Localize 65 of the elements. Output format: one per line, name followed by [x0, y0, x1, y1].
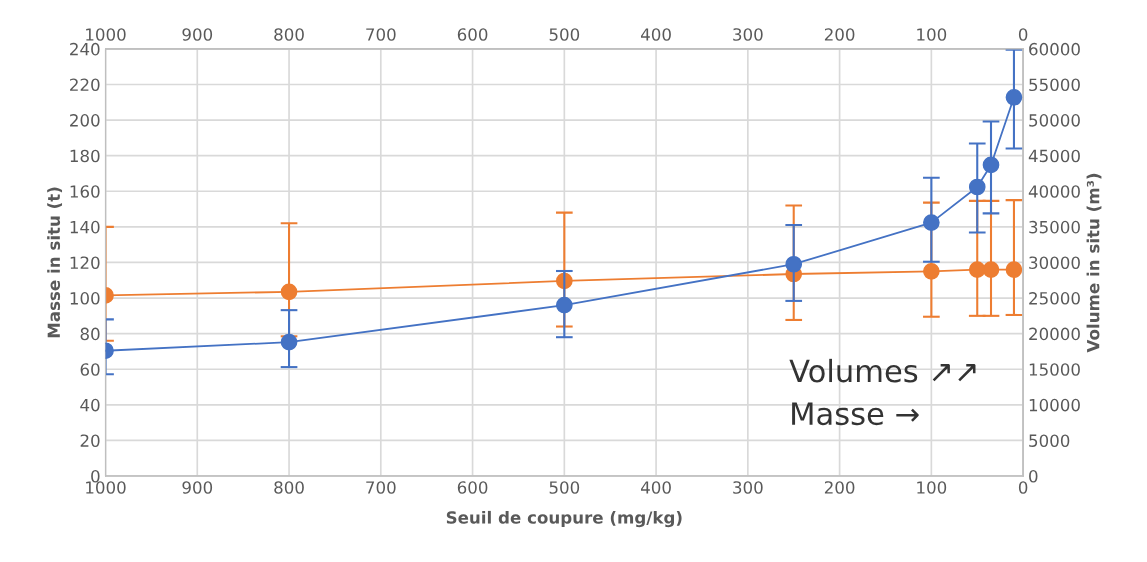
- y-tick-label: 40: [80, 398, 100, 412]
- y-tick-label: 240: [70, 42, 100, 56]
- y2-tick-label: 20000: [1029, 327, 1080, 341]
- x2-tick-label: 600: [457, 28, 488, 41]
- y-tick-label: 140: [70, 220, 100, 234]
- y2-tick-label: 40000: [1028, 185, 1080, 198]
- y-tick-label: 200: [70, 114, 100, 127]
- point: [280, 283, 298, 301]
- y2-tick-label: 60000: [1029, 42, 1080, 56]
- point: [968, 178, 986, 196]
- x2-tick-label: 1000: [86, 28, 126, 41]
- point: [982, 156, 1000, 174]
- y2-tick-label: 5000: [1029, 434, 1070, 447]
- y2-axis-title: Volume in situ (m³): [1086, 173, 1102, 353]
- point: [555, 296, 573, 314]
- annotation: Masse →: [792, 402, 919, 426]
- point: [923, 263, 940, 280]
- x2-tick-label: 900: [182, 28, 213, 41]
- y2-tick-label: 30000: [1029, 256, 1080, 270]
- y2-tick-label: 15000: [1029, 363, 1080, 376]
- y-tick-label: 0: [91, 469, 100, 483]
- x-tick-label: 400: [640, 481, 671, 494]
- point: [968, 261, 986, 278]
- y-tick-label: 220: [70, 78, 100, 92]
- x2-tick-label: 800: [274, 28, 304, 41]
- x2-tick-label: 300: [733, 28, 763, 41]
- point: [280, 333, 298, 351]
- x2-tick-label: 700: [366, 28, 396, 41]
- annotation: Volumes ↗↗: [789, 358, 976, 383]
- x-axis-title: Seuil de coupure (mg/kg): [446, 510, 682, 528]
- y2-tick-label: 35000: [1029, 220, 1080, 234]
- x2-tick-label: 200: [824, 28, 855, 41]
- x2-tick-label: 100: [917, 28, 947, 41]
- point: [785, 255, 803, 273]
- y-axis-title: Masse in situ (t): [47, 187, 63, 338]
- y2-tick-label: 0: [1029, 469, 1038, 483]
- y-tick-label: 60: [80, 363, 100, 376]
- x-tick-label: 600: [457, 481, 488, 494]
- y-tick-label: 160: [70, 185, 100, 198]
- x-tick-label: 500: [549, 481, 580, 494]
- x-tick-label: 0: [1018, 481, 1028, 494]
- y2-tick-label: 55000: [1029, 78, 1080, 92]
- x2-tick-label: 0: [1018, 28, 1028, 41]
- y2-tick-label: 10000: [1029, 398, 1080, 412]
- y-tick-label: 120: [70, 256, 100, 270]
- y-tick-label: 80: [80, 327, 100, 341]
- x-tick-label: 1000: [86, 481, 126, 494]
- x-tick-label: 200: [824, 481, 855, 494]
- y-tick-label: 180: [70, 149, 100, 163]
- x-tick-label: 800: [274, 481, 304, 494]
- point: [982, 261, 1000, 278]
- x-tick-label: 700: [366, 481, 396, 494]
- point: [1005, 88, 1023, 106]
- y2-tick-label: 50000: [1029, 114, 1080, 127]
- x2-tick-label: 500: [549, 28, 580, 41]
- y-tick-label: 20: [80, 434, 100, 447]
- point: [923, 214, 940, 231]
- y-tick-label: 100: [70, 292, 100, 305]
- y2-tick-label: 45000: [1028, 149, 1080, 163]
- y2-tick-label: 25000: [1029, 292, 1080, 305]
- x-tick-label: 100: [917, 481, 947, 494]
- x-tick-label: 300: [733, 481, 763, 494]
- point: [1005, 261, 1023, 278]
- x-tick-label: 900: [182, 481, 213, 494]
- x2-tick-label: 400: [640, 28, 671, 41]
